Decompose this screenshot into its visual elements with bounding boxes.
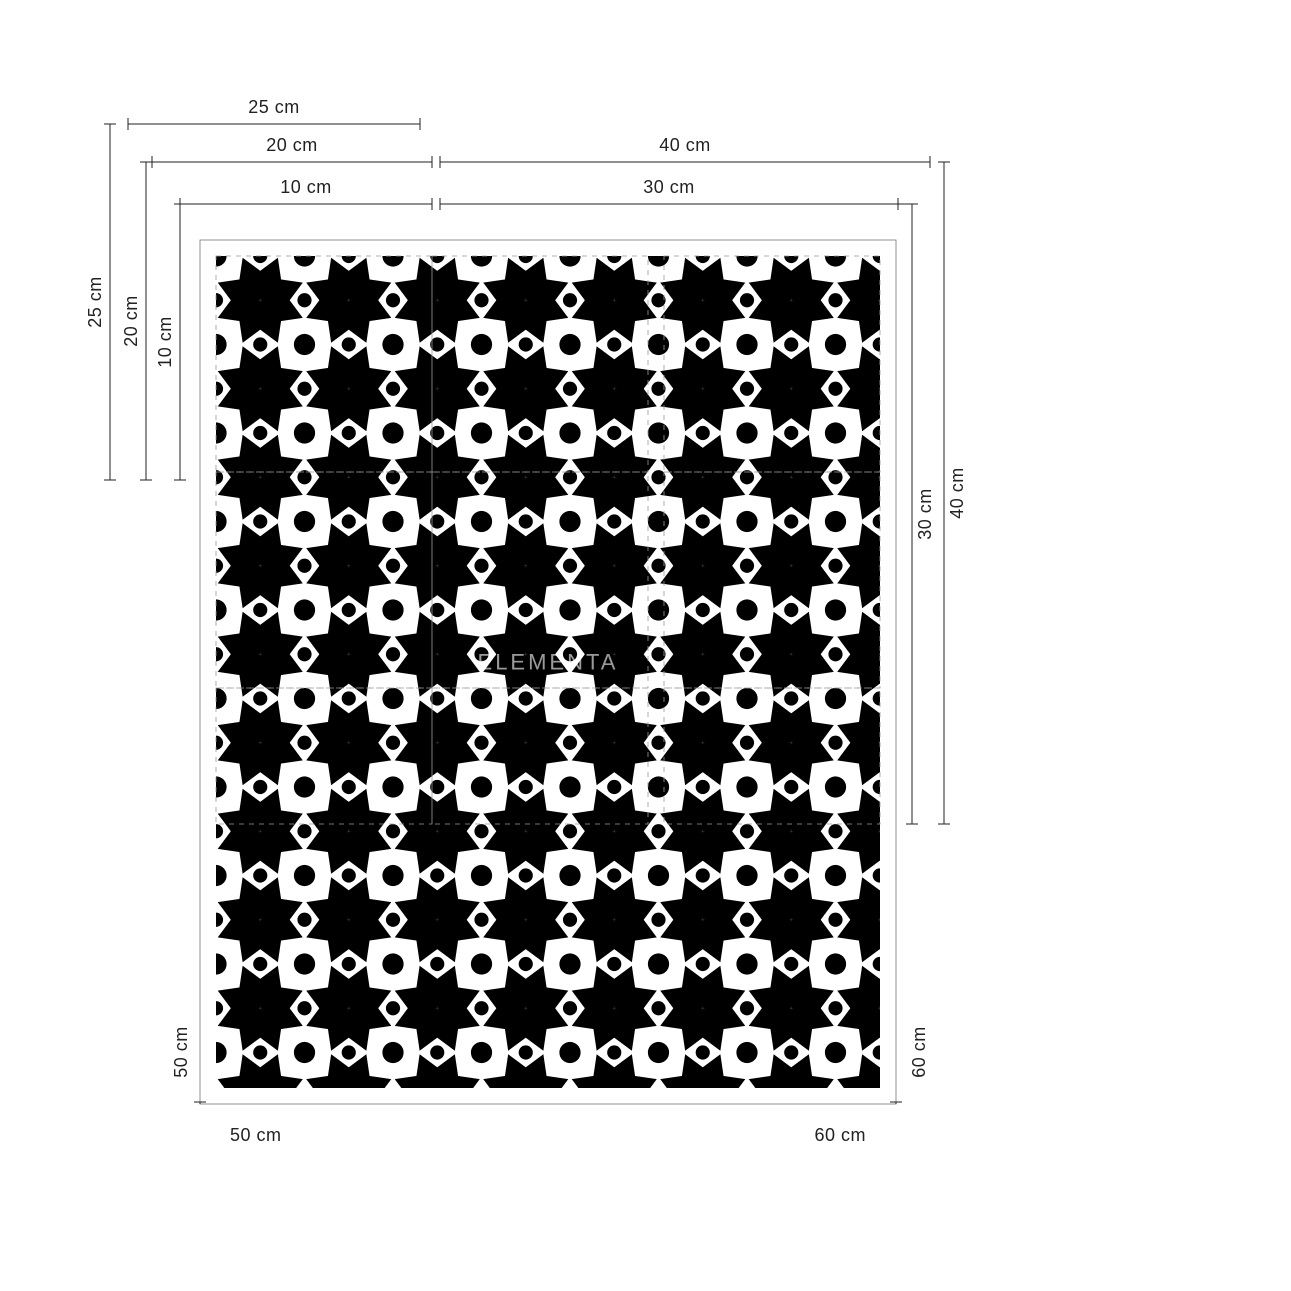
- dim-bottom-left-label: 50 cm: [230, 1125, 282, 1145]
- dim-label: 40 cm: [659, 135, 711, 155]
- dim-v20l: 20 cm: [121, 162, 152, 480]
- dim-v10l: 10 cm: [155, 204, 186, 480]
- dim-label: 20 cm: [121, 295, 141, 347]
- dim-h-25: 25 cm: [128, 97, 420, 130]
- dim-label: 10 cm: [155, 316, 175, 368]
- dim-label: 30 cm: [643, 177, 695, 197]
- dim-v30r: 30 cm: [906, 204, 935, 824]
- dim-label: 20 cm: [266, 135, 318, 155]
- dim-bottom-right-rot: 60 cm: [909, 1026, 929, 1078]
- dim-label: 30 cm: [915, 488, 935, 540]
- dim-v25l: 25 cm: [85, 124, 116, 480]
- watermark-text: ELEMENTA: [478, 649, 619, 674]
- dim-v40r: 40 cm: [938, 162, 967, 824]
- dim-label: 25 cm: [248, 97, 300, 117]
- dim-h-10-30: 10 cm 30 cm: [180, 177, 898, 210]
- dim-label: 40 cm: [947, 467, 967, 519]
- dim-label: 10 cm: [280, 177, 332, 197]
- dim-bottom-left-rot: 50 cm: [171, 1026, 191, 1078]
- dim-label: 25 cm: [85, 276, 105, 328]
- dim-bottom-right-label: 60 cm: [814, 1125, 866, 1145]
- dim-h-20-40: 20 cm 40 cm: [152, 135, 930, 168]
